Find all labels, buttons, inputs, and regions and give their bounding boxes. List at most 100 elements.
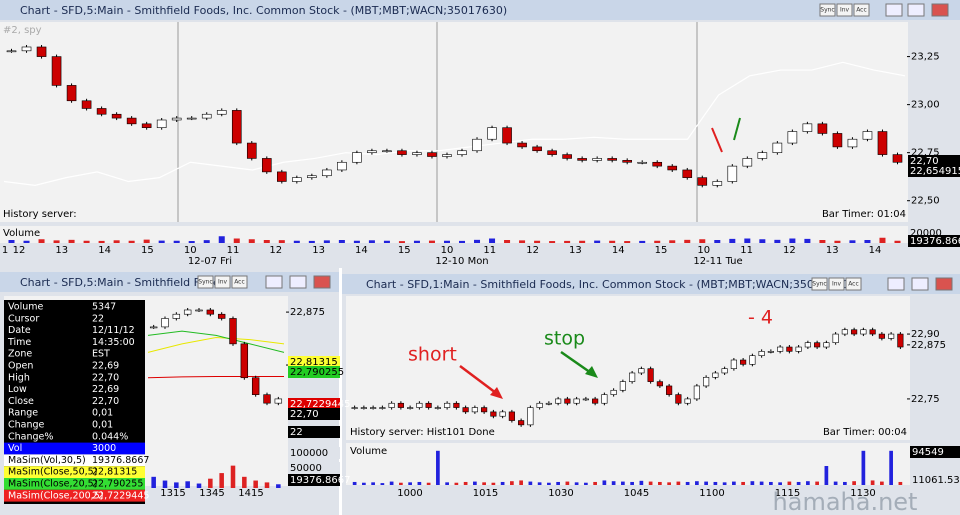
candle <box>388 402 395 408</box>
bar-timer: Bar Timer: 01:04 <box>822 209 906 220</box>
value-box <box>288 356 340 368</box>
value-box <box>288 462 340 474</box>
candle <box>156 119 167 128</box>
toolbar-button[interactable] <box>811 277 828 291</box>
volume-bar <box>699 239 706 243</box>
toolbar-button[interactable] <box>853 3 870 17</box>
candle <box>841 329 848 335</box>
candle <box>307 175 317 178</box>
volume-bar <box>594 240 601 243</box>
candle <box>367 150 377 153</box>
toolbar-button[interactable] <box>845 277 862 291</box>
data-value: 22,790255 <box>92 479 143 490</box>
toolbar-button[interactable] <box>828 277 845 291</box>
candle <box>263 394 271 404</box>
price-label: 23,25 <box>911 52 940 63</box>
volume-bar <box>556 481 560 485</box>
window-control[interactable] <box>885 3 903 17</box>
data-field: Date <box>8 325 31 336</box>
candle <box>742 158 753 167</box>
volume-bar <box>380 483 385 485</box>
data-value: 0.044% <box>92 431 128 442</box>
volume-bar <box>584 482 588 485</box>
window-control[interactable] <box>289 275 307 289</box>
window-control[interactable] <box>935 277 953 291</box>
candle <box>802 123 813 132</box>
volume-bar <box>824 466 829 485</box>
candle <box>471 407 478 413</box>
candle <box>231 110 242 144</box>
time-label: 1030 <box>548 488 573 499</box>
candle <box>186 117 197 120</box>
candle <box>860 329 867 335</box>
candle <box>412 152 422 155</box>
toolbar-button[interactable] <box>197 275 214 289</box>
toolbar-button[interactable] <box>231 275 248 289</box>
candle <box>767 351 774 353</box>
value-box <box>288 447 340 459</box>
volume-bar <box>843 481 847 485</box>
candle <box>832 333 839 344</box>
volume-bar <box>308 240 315 243</box>
data-value: 5347 <box>92 302 116 313</box>
candle <box>274 398 283 404</box>
volume-bar <box>398 241 405 243</box>
candle <box>712 181 723 186</box>
time-label: 14 <box>869 245 882 256</box>
window-control[interactable] <box>887 277 905 291</box>
title-bar <box>342 274 960 294</box>
volume-bar <box>263 240 270 243</box>
time-label: 12 <box>783 245 796 256</box>
volume-bar <box>113 240 120 243</box>
status: History server: Hist101 Done <box>350 427 495 438</box>
volume-bar <box>253 480 258 488</box>
window-control[interactable] <box>911 277 929 291</box>
volume-bar <box>408 482 412 485</box>
volume-bar <box>389 481 394 485</box>
data-value: 0,01 <box>92 420 113 431</box>
volume-bar <box>474 239 481 243</box>
candle <box>786 346 793 352</box>
volume-bar <box>173 240 180 243</box>
candle <box>352 152 362 163</box>
volume-bar <box>648 481 653 485</box>
toolbar-button[interactable] <box>836 3 853 17</box>
window-title: Chart - SFD,5:Main - Smithfield Foods, I… <box>20 4 507 17</box>
window-control[interactable] <box>907 3 925 17</box>
window-control[interactable] <box>931 3 949 17</box>
toolbar-button[interactable] <box>214 275 231 289</box>
data-field: Low <box>8 384 27 395</box>
candle <box>892 154 903 163</box>
candle <box>619 381 626 391</box>
volume-bar <box>593 481 597 485</box>
volume-bar <box>564 240 571 243</box>
volume-bar <box>759 481 764 485</box>
value-box <box>288 366 340 378</box>
data-field: MaSim(Close,50,5) <box>8 467 97 478</box>
window-control[interactable] <box>265 275 283 289</box>
volume-bar <box>759 239 766 243</box>
candle <box>141 123 152 128</box>
time-label: 11 <box>483 245 496 256</box>
candle <box>407 407 414 409</box>
time-label: 1015 <box>473 488 498 499</box>
volume-bar <box>491 482 496 485</box>
volume-bar <box>804 238 811 243</box>
time-label: 10 <box>697 245 710 256</box>
candle <box>684 398 691 404</box>
data-field: Change <box>8 420 45 431</box>
data-field: High <box>8 372 30 383</box>
candle <box>666 385 673 395</box>
overlay-label: #2, spy <box>3 25 42 36</box>
title-bar <box>0 272 339 292</box>
volume-bar <box>789 238 796 243</box>
volume-bar <box>352 481 357 485</box>
window-control[interactable] <box>313 275 331 289</box>
price-pane <box>346 296 910 440</box>
volume-bar <box>371 482 375 485</box>
value-box-label: 20000 <box>910 228 942 239</box>
candle <box>622 160 632 163</box>
candle <box>629 372 636 382</box>
toolbar-button[interactable] <box>819 3 836 17</box>
